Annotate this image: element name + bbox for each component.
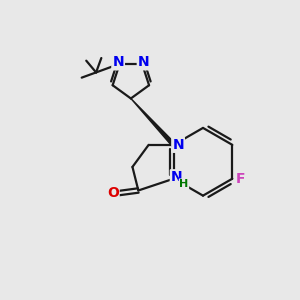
Text: F: F (236, 172, 245, 186)
Text: O: O (107, 186, 119, 200)
Polygon shape (131, 98, 175, 146)
Text: N: N (172, 138, 184, 152)
Text: N: N (171, 170, 182, 184)
Text: N: N (112, 56, 124, 69)
Text: N: N (138, 56, 149, 69)
Text: H: H (179, 179, 189, 189)
